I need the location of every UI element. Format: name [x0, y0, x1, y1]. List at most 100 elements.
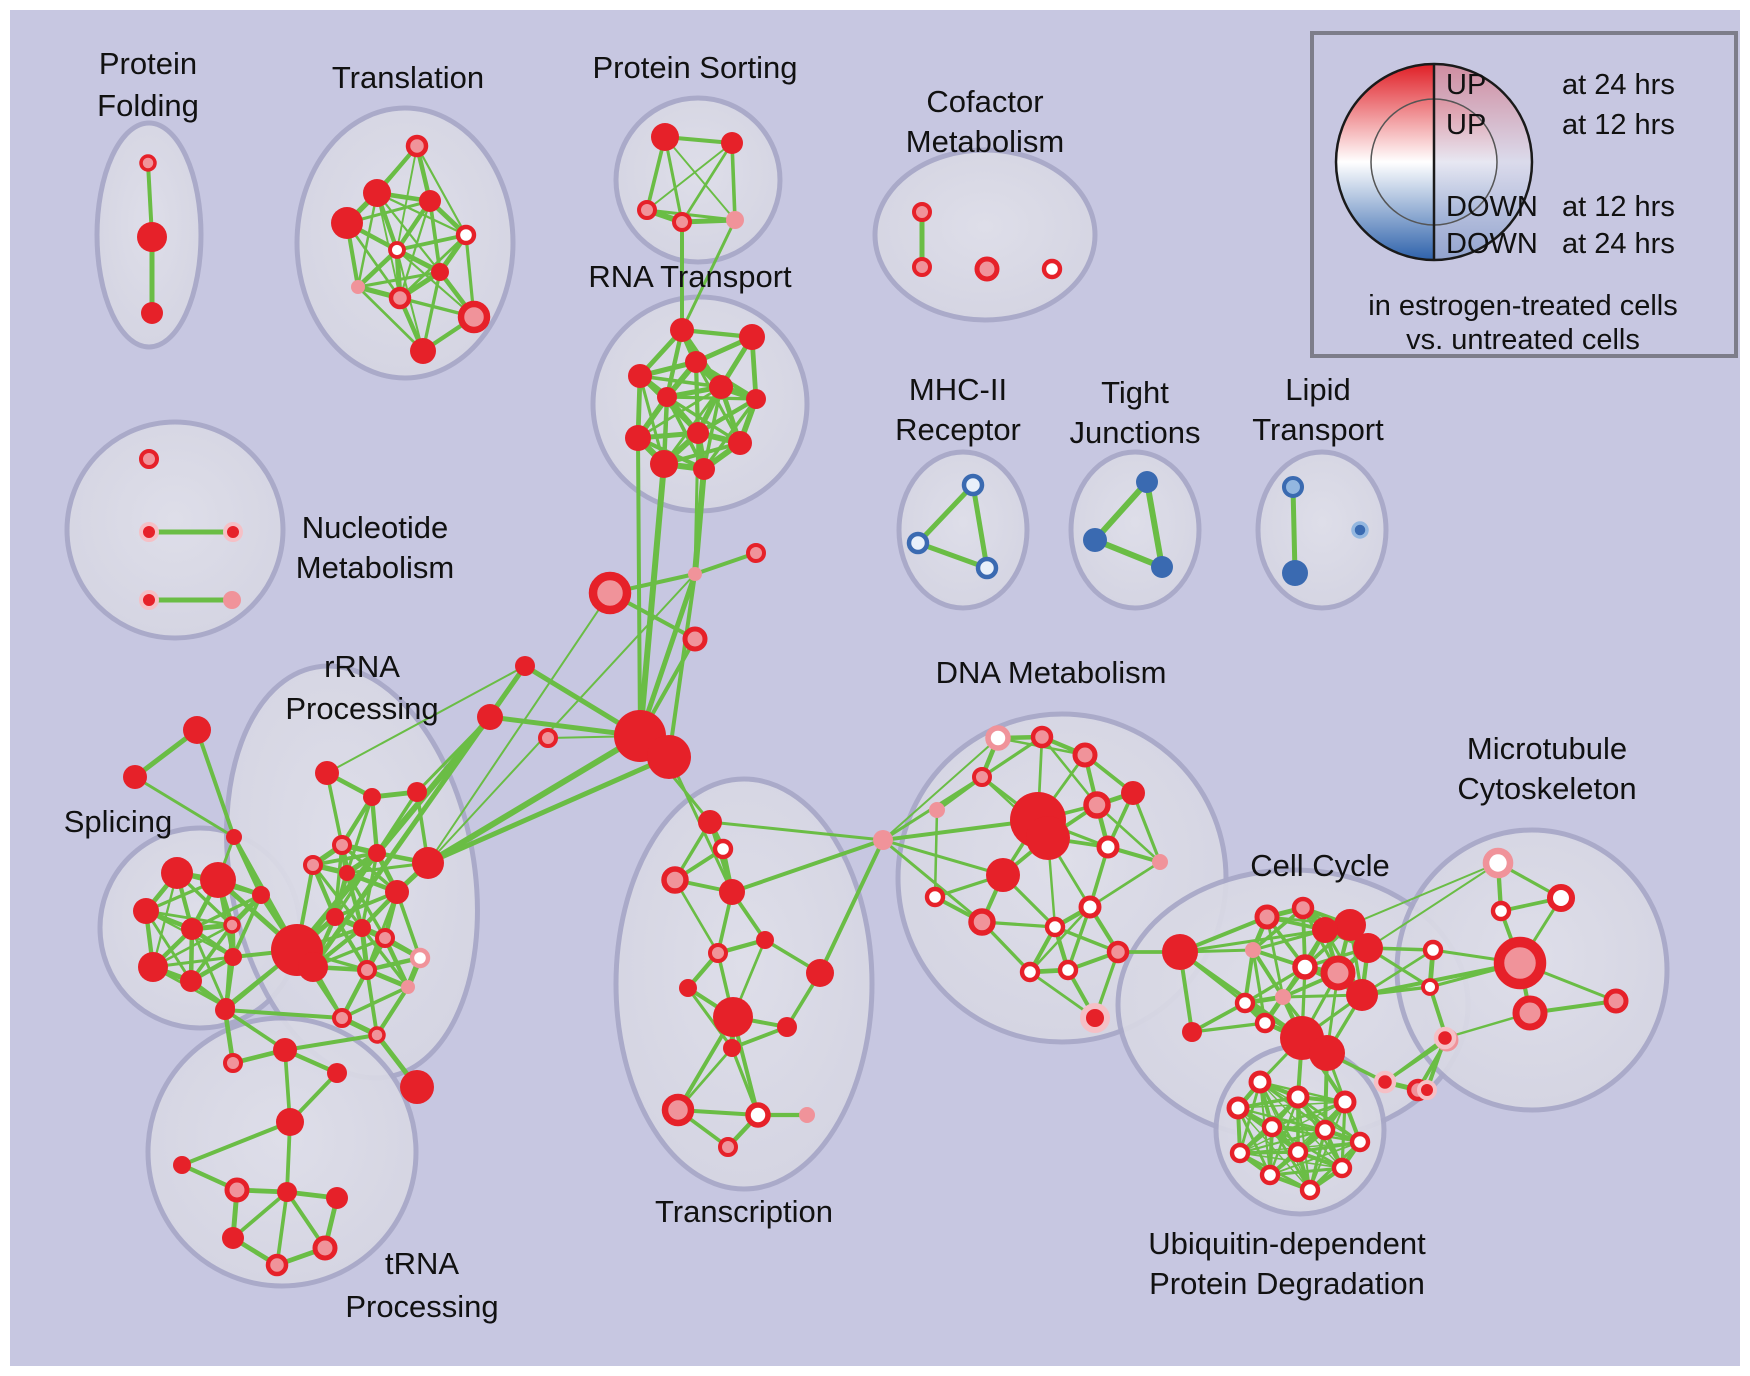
edge	[702, 385, 723, 471]
node-cc18	[1182, 1022, 1202, 1042]
node-ts2	[712, 838, 734, 860]
edge	[915, 540, 990, 571]
node-cc9	[1245, 942, 1261, 958]
cluster-label-rna-transport: RNA Transport	[588, 259, 792, 294]
edge	[421, 270, 442, 353]
edge	[636, 385, 723, 440]
node-pf3	[141, 302, 163, 324]
node-t4	[419, 190, 441, 212]
node-rr4	[332, 835, 352, 855]
edge	[1095, 803, 1162, 864]
edge	[1131, 791, 1162, 864]
legend: UP at 24 hrs UP at 12 hrs DOWN at 12 hrs DOWN a…	[1310, 31, 1738, 358]
edge	[283, 1033, 379, 1052]
node-ch1	[688, 567, 702, 581]
node-sp6	[252, 886, 270, 904]
node-tn10	[222, 1227, 244, 1249]
edge	[730, 141, 737, 222]
edge	[1088, 860, 1162, 909]
node-rr8	[385, 880, 409, 904]
edge	[356, 285, 425, 353]
node-cc14	[1421, 978, 1439, 996]
node-rt3	[685, 351, 707, 373]
node-dn5	[929, 802, 945, 818]
node-mcB	[1493, 936, 1547, 990]
node-tn12	[265, 1253, 289, 1277]
node-mc2	[1546, 883, 1576, 913]
node-hubB	[647, 735, 691, 779]
node-ts11	[723, 1039, 741, 1057]
node-dn16	[1106, 940, 1130, 964]
edge	[1270, 1100, 1347, 1129]
node-rt9	[625, 425, 651, 451]
edge	[1349, 862, 1499, 926]
edge	[231, 893, 263, 959]
node-dn12	[924, 886, 946, 908]
node-ch2	[588, 571, 632, 615]
node-mc3	[1490, 900, 1512, 922]
edge	[638, 374, 723, 389]
legend-caption-1: vs. untreated cells	[1406, 324, 1640, 356]
node-t9	[431, 263, 449, 281]
node-pf2	[137, 222, 167, 252]
edge	[1360, 961, 1522, 997]
node-dn7	[1121, 781, 1145, 805]
node-rr16	[368, 1026, 386, 1044]
node-ts9	[713, 997, 753, 1037]
node-t1	[405, 134, 429, 158]
node-dn17	[1019, 961, 1041, 983]
node-ub12	[1331, 1157, 1353, 1179]
node-ts3	[661, 866, 689, 894]
cluster-label-ubiquitin: Ubiquitin-dependent Protein Degradation	[1148, 1226, 1426, 1301]
node-ub10	[1259, 1164, 1281, 1186]
node-ts8	[806, 959, 834, 987]
node-cc5	[1353, 933, 1383, 963]
edge	[1367, 862, 1499, 949]
edge	[1040, 735, 1099, 807]
edge	[369, 794, 380, 856]
edge	[427, 592, 611, 864]
node-t5	[455, 224, 477, 246]
node-ts15	[718, 1137, 738, 1157]
node-tn3	[223, 1053, 243, 1073]
edge	[356, 191, 379, 289]
node-tn8	[277, 1182, 297, 1202]
edge	[915, 482, 976, 546]
edge	[667, 572, 697, 759]
node-sp4	[181, 918, 203, 940]
node-cc1	[1254, 904, 1280, 930]
edge	[189, 923, 234, 983]
edge	[673, 878, 720, 955]
node-rr1	[315, 761, 339, 785]
node-cc4	[1334, 909, 1366, 941]
node-ub2	[1286, 1085, 1310, 1109]
legend-row-time-1: at 12 hrs	[1562, 109, 1675, 141]
node-t8	[388, 286, 412, 310]
edge	[702, 397, 758, 471]
edge	[1251, 948, 1285, 999]
node-ps1	[651, 123, 679, 151]
edge	[340, 985, 410, 1020]
node-cc10	[1275, 989, 1291, 1005]
node-nu3	[223, 522, 243, 542]
node-dn14	[1078, 895, 1102, 919]
node-ts13	[745, 1102, 771, 1128]
edge	[1296, 1140, 1362, 1154]
edge	[427, 573, 696, 864]
edge	[415, 715, 492, 794]
node-dn4	[972, 767, 992, 787]
node-ub1	[1248, 1070, 1272, 1094]
legend-row-label-3: DOWN	[1446, 228, 1538, 260]
edge	[881, 838, 1005, 877]
node-rt8	[687, 422, 709, 444]
cluster-label-trna-processing: tRNA Processing	[345, 1246, 498, 1324]
node-ts12	[661, 1093, 695, 1127]
label-layer: Protein Folding Translation Protein Sorting…	[64, 46, 1637, 1324]
node-nu2	[139, 522, 159, 542]
node-w2	[477, 704, 503, 730]
edge	[326, 665, 526, 774]
node-ts1	[698, 810, 722, 834]
legend-inner-right	[1434, 99, 1497, 225]
node-cc12	[1254, 1012, 1276, 1034]
edge	[1092, 479, 1150, 543]
